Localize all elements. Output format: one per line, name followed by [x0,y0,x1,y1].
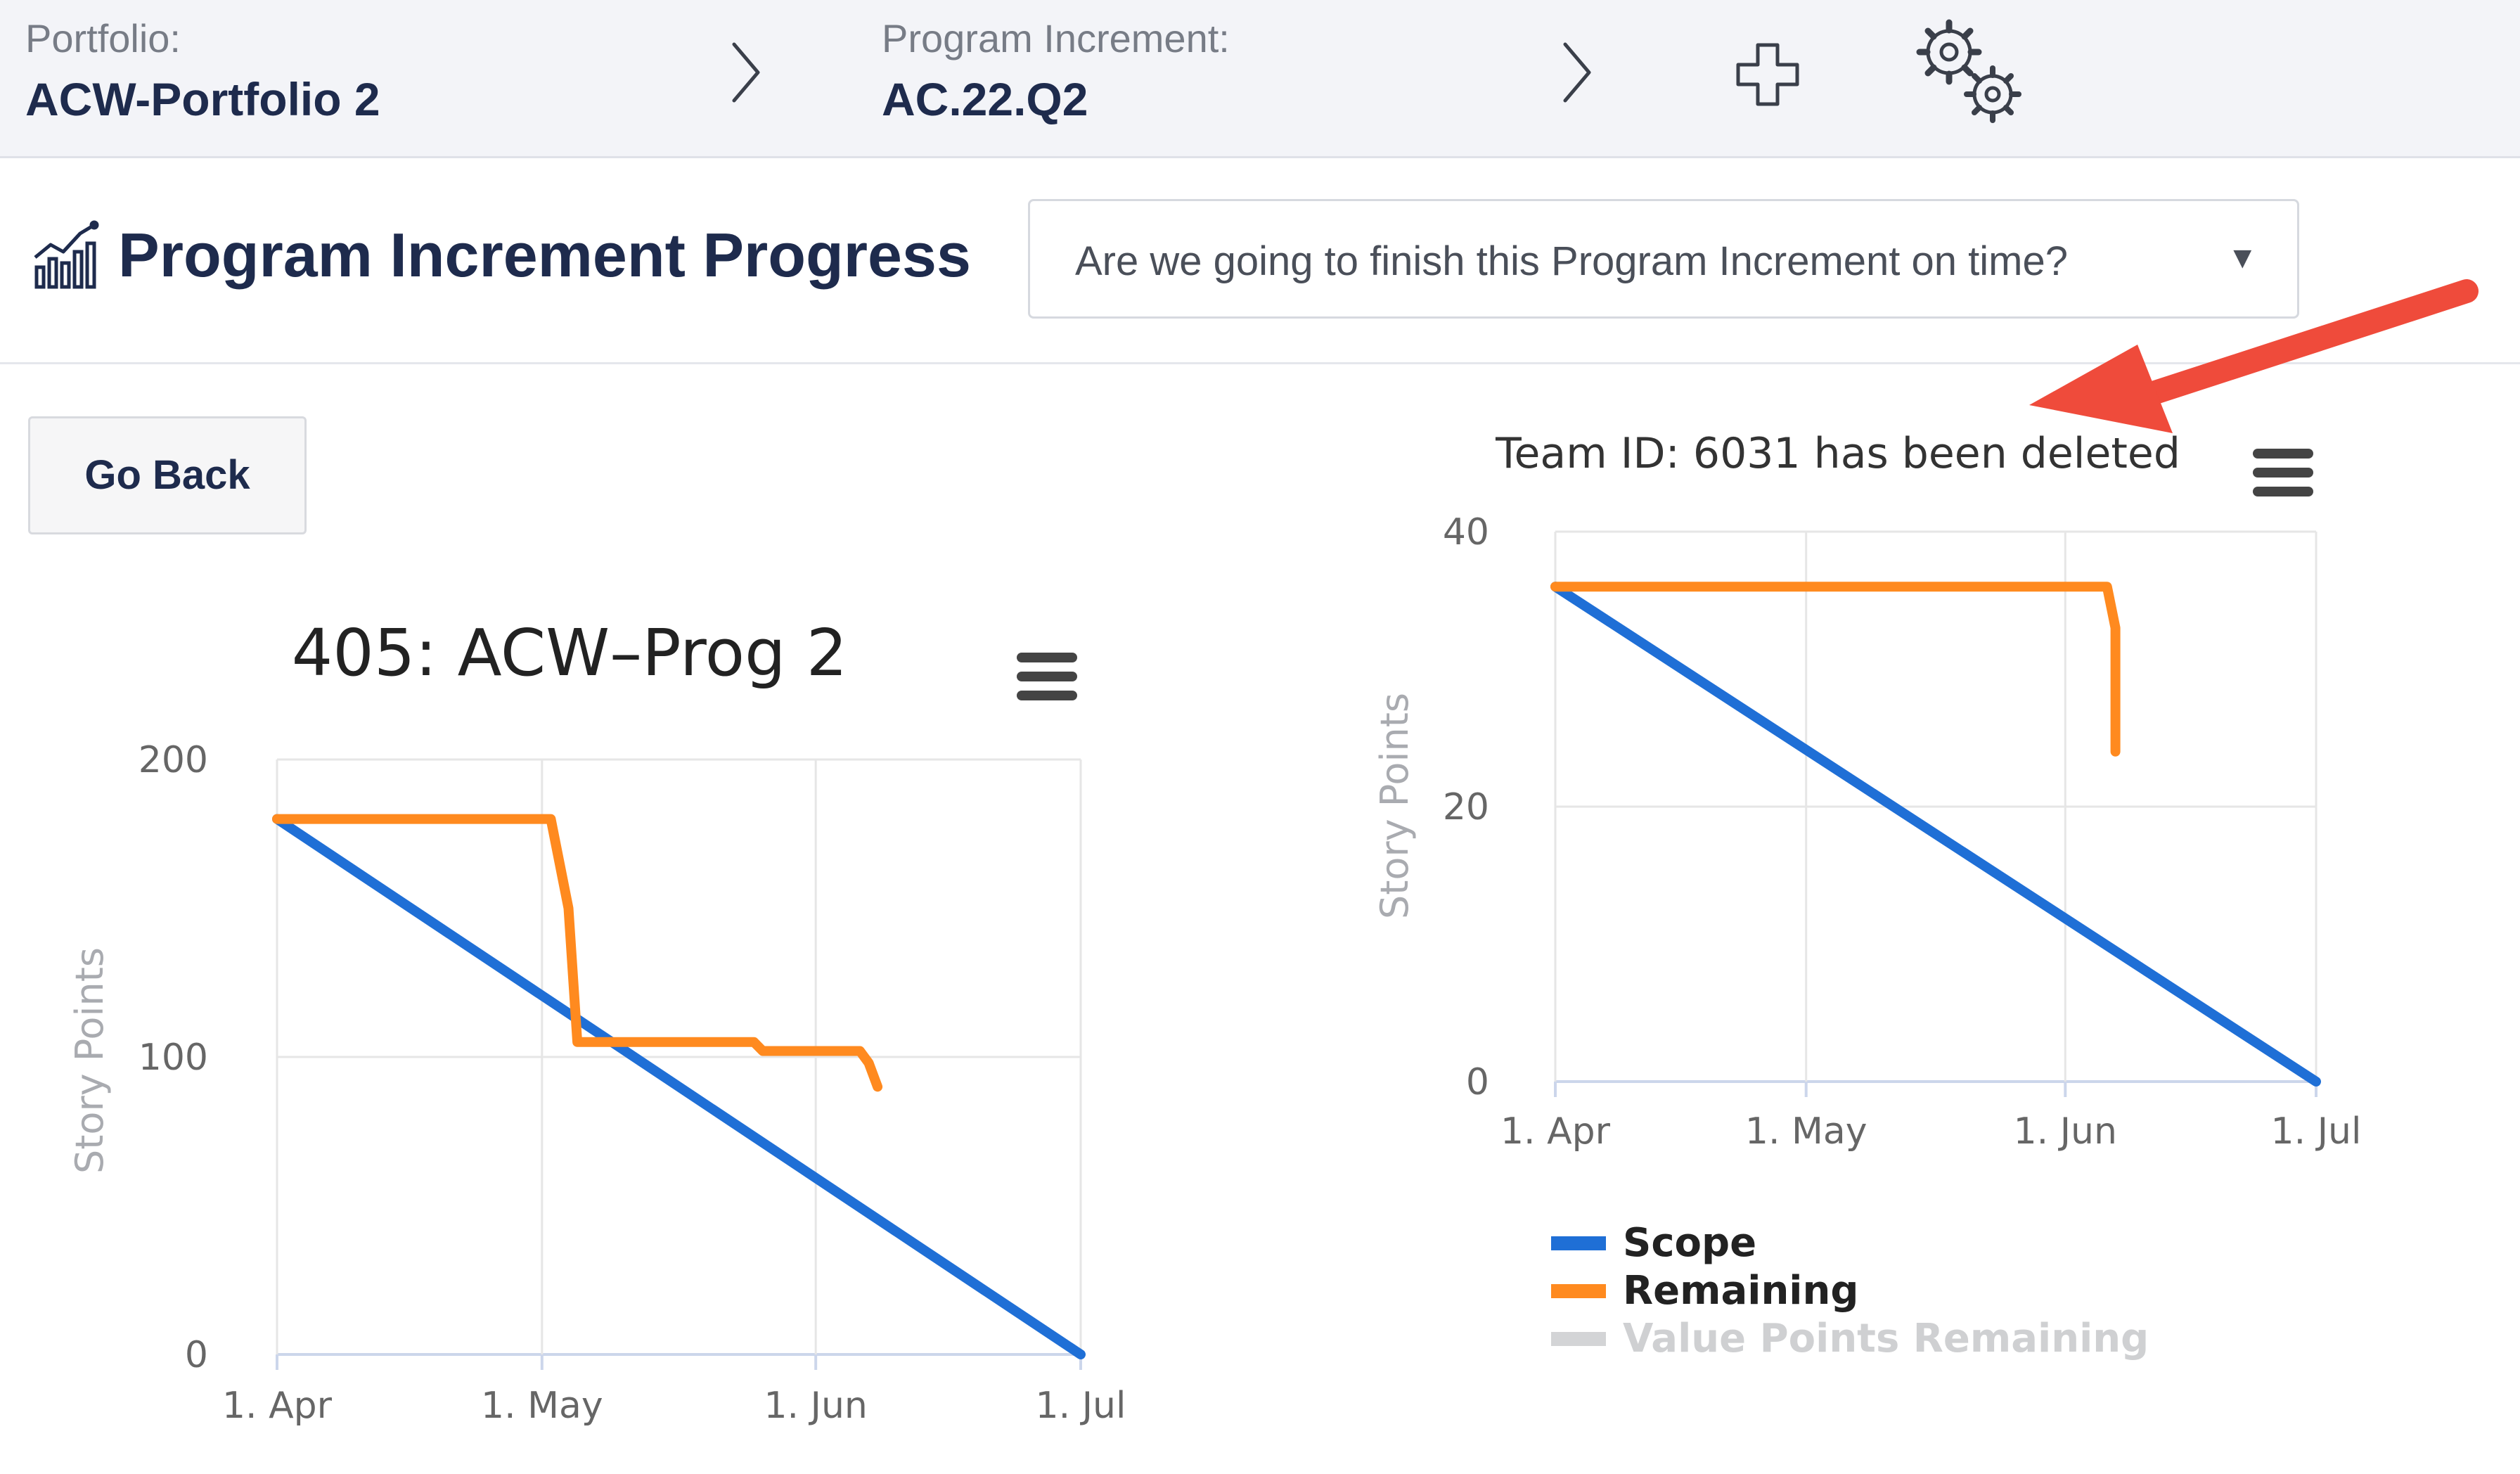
page-title: Program Increment Progress [118,220,971,290]
y-tick-label: 20 [1443,786,1489,828]
y-tick-label: 100 [139,1037,208,1079]
title-row [0,158,2520,364]
x-tick-label: 1. Apr [222,1385,333,1427]
breadcrumb-portfolio[interactable]: Portfolio: ACW-Portfolio 2 [25,15,380,126]
y-axis-label: Story Points [1372,693,1417,919]
breadcrumb-program-increment[interactable]: Program Increment: AC.22.Q2 [882,15,1230,126]
chart-program-burndown: 405: ACW–Prog 2 Story Points 0 100 200 1. A… [68,615,1126,1427]
chart-title: Team ID: 6031 has been deleted [1495,429,2180,478]
question-select[interactable]: Are we going to finish this Program Incr… [1028,199,2299,319]
go-back-button[interactable]: Go Back [28,416,307,534]
series-line-scope[interactable] [272,814,1086,1359]
chevron-right-icon [732,42,760,103]
legend-swatch-scope [1551,1236,1606,1250]
x-tick-label: 1. May [1745,1110,1868,1153]
chart-title: 405: ACW–Prog 2 [292,615,848,691]
chart-icon [34,220,99,289]
portfolio-label: Portfolio: [25,16,181,60]
legend-swatch-value-points [1551,1332,1606,1346]
y-tick-label: 40 [1443,511,1489,553]
portfolio-value: ACW-Portfolio 2 [25,73,380,125]
hamburger-menu-icon[interactable] [1017,653,1077,700]
chart-team-burndown: Team ID: 6031 has been deleted Story Poi… [1372,429,2362,1361]
top-bar: Portfolio: ACW-Portfolio 2 Program Incre… [0,0,2520,158]
legend-swatch-remaining [1551,1284,1606,1298]
y-axis-label: Story Points [68,947,112,1174]
chevron-right-icon [1563,42,1591,103]
red-arrow-annotation [2029,279,2479,433]
series-line-scope[interactable] [1550,582,2321,1087]
x-tick-label: 1. May [481,1385,603,1427]
legend-item[interactable]: Remaining [1551,1268,1858,1314]
x-tick-label: 1. Jun [764,1385,867,1427]
legend-item[interactable]: Value Points Remaining [1551,1316,2149,1361]
program-increment-label: Program Increment: [882,16,1230,60]
x-tick-label: 1. Jul [1036,1385,1126,1427]
series-line-remaining[interactable] [1550,582,2121,757]
legend-label-scope: Scope [1623,1220,1756,1266]
x-tick-label: 1. Jun [2014,1110,2117,1153]
legend-label-remaining: Remaining [1623,1268,1858,1314]
x-tick-label: 1. Jul [2271,1110,2362,1153]
y-tick-label: 0 [1466,1061,1489,1103]
chart-legend: Scope Remaining Value Points Remaining [1551,1220,2149,1361]
y-tick-label: 200 [139,739,208,781]
plus-icon[interactable] [1734,41,1801,108]
hamburger-menu-icon[interactable] [2253,449,2313,496]
y-tick-label: 0 [185,1334,208,1376]
dropdown-caret-icon: ▼ [2227,241,2258,275]
legend-label-value-points: Value Points Remaining [1623,1316,2149,1361]
question-select-value: Are we going to finish this Program Incr… [1075,238,2068,284]
program-increment-value: AC.22.Q2 [882,73,1088,125]
legend-item[interactable]: Scope [1551,1220,1756,1266]
series-line-remaining[interactable] [272,814,883,1092]
gears-icon[interactable] [1910,15,2029,128]
x-tick-label: 1. Apr [1500,1110,1611,1153]
